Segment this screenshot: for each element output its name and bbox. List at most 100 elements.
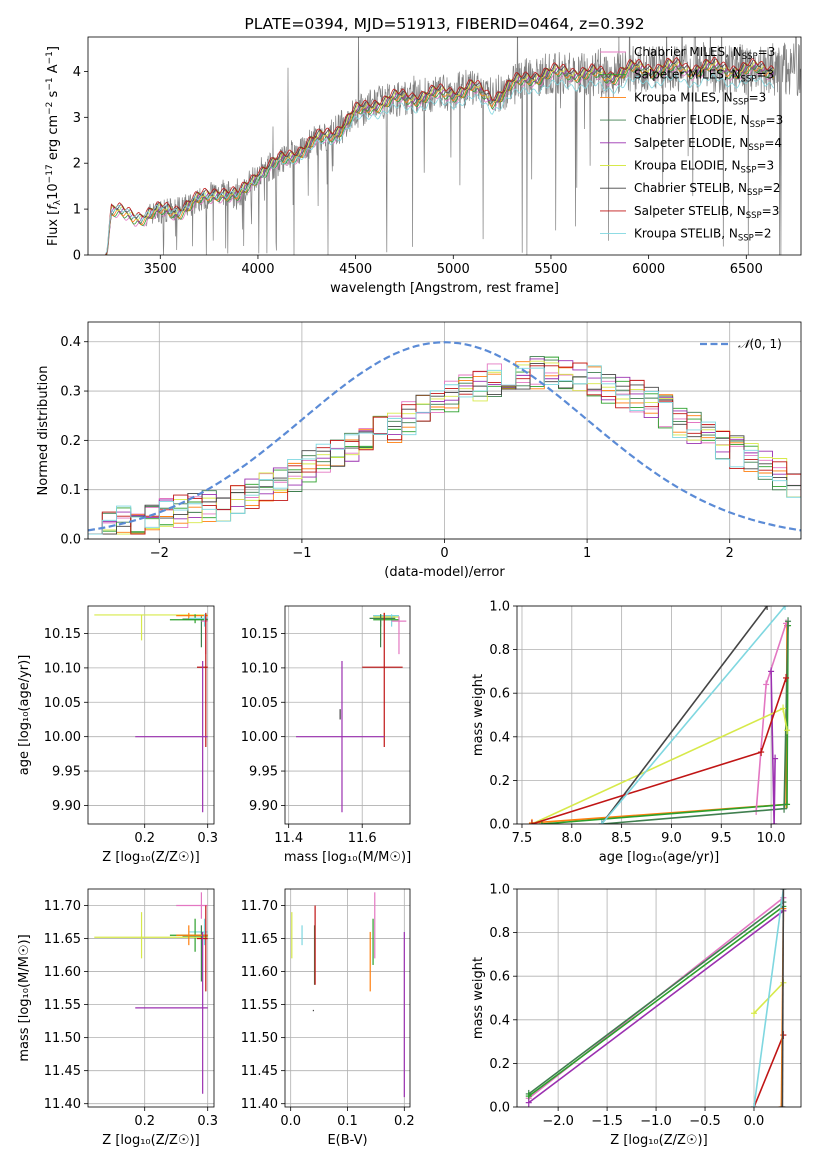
x-tick-label: 0.3 (197, 1114, 218, 1129)
y-tick-label: 10.15 (44, 627, 81, 642)
mass-vs-EBV-frame (284, 888, 411, 1108)
data-point (188, 614, 208, 627)
legend-label: Salpeter STELIB, NSSP=3 (634, 204, 779, 221)
x-tick-label: 5500 (534, 262, 567, 277)
mass-vs-Z-points (94, 892, 208, 1094)
y-axis-label-part: erg cm (46, 115, 61, 164)
x-tick-label: 0.2 (134, 831, 155, 846)
data-point (369, 614, 396, 648)
y-tick-label: 11.45 (44, 1064, 81, 1079)
x-tick-label: 4500 (339, 262, 372, 277)
legend-label-tail: =3 (756, 159, 774, 173)
y-tick-label: 0.0 (60, 533, 81, 548)
x-tick-label: 11.4 (274, 831, 303, 846)
y-tick-label: 11.65 (241, 932, 278, 947)
legend-label-main: Chabrier STELIB, N (634, 181, 747, 195)
x-tick-label: 0 (440, 546, 448, 561)
y-tick-label: 0 (73, 249, 81, 264)
legend-label-sub: SSP (748, 143, 764, 153)
legend-label-sub: SSP (747, 188, 763, 198)
y-tick-label: 0.0 (489, 1101, 510, 1116)
x-tick-label: 1 (583, 546, 591, 561)
y-tick-label: 11.65 (44, 932, 81, 947)
y-tick-label: 10.10 (241, 661, 278, 676)
legend-symbol: 𝒩 (738, 337, 753, 351)
series-line (781, 889, 785, 1107)
residuals-frame (87, 321, 802, 540)
legend-label-tail: =3 (766, 113, 784, 127)
x-tick-label: −1 (292, 546, 311, 561)
legend-label-sub: SSP (741, 75, 757, 85)
legend-label-main: Kroupa MILES, N (634, 90, 733, 104)
x-tick-label: 7.5 (512, 831, 533, 846)
weight-vs-age-axes: 7.5 8.0 8.5 9.0 9.5 10.0 0.0 0.2 0.4 0.6 0.8 1.0 (489, 600, 801, 846)
y-tick-label: 0.6 (489, 687, 510, 702)
y-tick-label: 0.2 (60, 434, 81, 449)
y-tick-label: 11.55 (44, 998, 81, 1013)
y-tick-label: 0.2 (489, 774, 510, 789)
series-line (770, 671, 776, 824)
legend-label-main: Kroupa ELODIE, N (634, 159, 741, 173)
x-tick-label: 0.0 (744, 1114, 765, 1129)
x-tick-label: 4000 (241, 262, 274, 277)
y-tick-label: 11.60 (44, 965, 81, 980)
legend-label: Salpeter MILES, NSSP=3 (634, 68, 774, 85)
x-tick-label: −1.5 (591, 1114, 623, 1129)
legend-label-sub: SSP (733, 97, 749, 107)
x-tick-label: 8.5 (611, 831, 632, 846)
legend-label-sub: SSP (741, 166, 757, 176)
y-tick-label: 0.8 (489, 643, 510, 658)
y-axis-label: Flux [fλ10−17 erg cm−2 s−1 A−1] (45, 46, 63, 246)
y-tick-label: 10.00 (241, 730, 278, 745)
legend-label-tail: =3 (758, 45, 776, 59)
chart-title: PLATE=0394, MJD=51913, FIBERID=0464, z=0… (244, 15, 644, 33)
age-vs-mass-frame (284, 605, 411, 825)
legend-label-main: Kroupa STELIB, N (634, 227, 738, 241)
x-tick-label: 2 (726, 546, 734, 561)
data-point (135, 931, 208, 1094)
y-tick-label: 0.3 (60, 385, 81, 400)
legend-label-tail: =2 (754, 227, 772, 241)
y-tick-label: 9.95 (52, 765, 81, 780)
y-tick-label: 10.05 (44, 696, 81, 711)
mass-vs-Z-axes: 0.2 0.3 11.40 11.45 11.50 11.55 11.60 11.65 11.7… (44, 889, 218, 1129)
series-line (528, 905, 784, 1097)
legend-label-main: Chabrier ELODIE, N (634, 113, 750, 127)
legend-label-sub: SSP (738, 234, 754, 244)
x-axis-label: mass [log₁₀(M/M☉)] (284, 850, 411, 865)
legend-label-main: Chabrier MILES, N (634, 45, 742, 59)
y-tick-label: 0.4 (489, 730, 510, 745)
series-line (753, 889, 785, 1107)
y-tick-label: 0.4 (489, 1013, 510, 1028)
x-axis-label: (data-model)/error (384, 565, 505, 580)
age-vs-Z-points (94, 612, 208, 813)
y-tick-label: 11.55 (241, 998, 278, 1013)
histogram-step (88, 365, 801, 539)
data-point (373, 614, 399, 627)
legend-label: Kroupa STELIB, NSSP=2 (634, 227, 772, 244)
y-tick-label: 11.40 (241, 1097, 278, 1112)
y-axis-label-part: 10 (46, 183, 61, 200)
y-tick-label: 0.6 (489, 970, 510, 985)
series-line (753, 1034, 785, 1107)
weight-vs-Z-series (525, 889, 787, 1107)
x-tick-label: 8.0 (561, 831, 582, 846)
y-tick-label: 1.0 (489, 600, 510, 615)
x-tick-label: 0.3 (197, 831, 218, 846)
data-point (296, 661, 385, 813)
y-tick-label: 10.10 (44, 661, 81, 676)
data-point (362, 612, 403, 747)
y-axis-label: mass [log₁₀(M/M☉)] (17, 934, 32, 1061)
y-tick-label: 11.45 (241, 1064, 278, 1079)
y-tick-label: 10.05 (241, 696, 278, 711)
x-axis-label: wavelength [Angstrom, rest frame] (330, 281, 559, 296)
y-tick-label: 11.70 (44, 899, 81, 914)
series-line (601, 606, 786, 824)
y-tick-label: 11.50 (44, 1031, 81, 1046)
y-tick-label: 1 (73, 203, 81, 218)
x-axis-label: Z [log₁₀(Z/Z☉)] (102, 850, 199, 865)
x-tick-label: 0.0 (280, 1114, 301, 1129)
mass-vs-Z-frame (87, 888, 215, 1108)
legend-label-tail: =4 (764, 136, 782, 150)
